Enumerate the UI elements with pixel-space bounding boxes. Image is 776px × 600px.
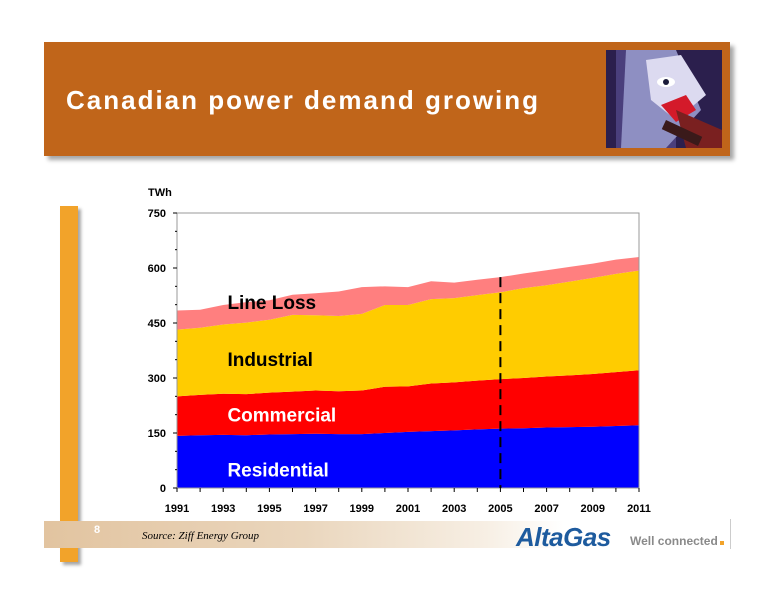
x-tick-label: 2007 <box>534 503 558 515</box>
x-tick-label: 1991 <box>165 503 189 515</box>
x-tick-label: 2009 <box>581 503 605 515</box>
area-commercial <box>177 370 639 436</box>
x-tick-label: 2011 <box>627 503 651 515</box>
x-tick-label: 2001 <box>396 503 420 515</box>
x-tick-label: 1997 <box>303 503 327 515</box>
y-tick-label: 150 <box>148 428 166 440</box>
altagas-logo: AltaGas <box>516 522 611 552</box>
page-number: 8 <box>94 524 101 536</box>
logo-divider <box>730 519 731 549</box>
y-tick-label: 0 <box>160 483 166 495</box>
series-label-residential: Residential <box>227 460 328 481</box>
footer-band <box>44 521 564 548</box>
source-note: Source: Ziff Energy Group <box>142 530 260 542</box>
y-tick-label: 600 <box>148 263 166 275</box>
series-label-line-loss: Line Loss <box>227 293 316 314</box>
area-industrial <box>177 270 639 397</box>
x-tick-label: 1995 <box>257 503 281 515</box>
y-tick-label: 750 <box>148 208 166 220</box>
x-tick-label: 1999 <box>350 503 374 515</box>
tagline-dot <box>720 541 724 545</box>
x-tick-label: 2005 <box>488 503 512 515</box>
y-tick-label: 300 <box>148 373 166 385</box>
y-axis-label: TWh <box>148 187 172 199</box>
area-line-loss <box>177 257 639 330</box>
decorative-photo <box>606 50 722 148</box>
x-tick-label: 2003 <box>442 503 466 515</box>
photo-image <box>606 50 722 148</box>
slide-title: Canadian power demand growing <box>66 85 541 115</box>
series-label-industrial: Industrial <box>227 350 313 371</box>
y-tick-label: 450 <box>148 318 166 330</box>
area-residential <box>177 425 639 488</box>
series-label-commercial: Commercial <box>227 405 336 426</box>
accent-bar <box>60 206 78 562</box>
tagline: Well connected <box>630 534 718 548</box>
x-tick-label: 1993 <box>211 503 235 515</box>
